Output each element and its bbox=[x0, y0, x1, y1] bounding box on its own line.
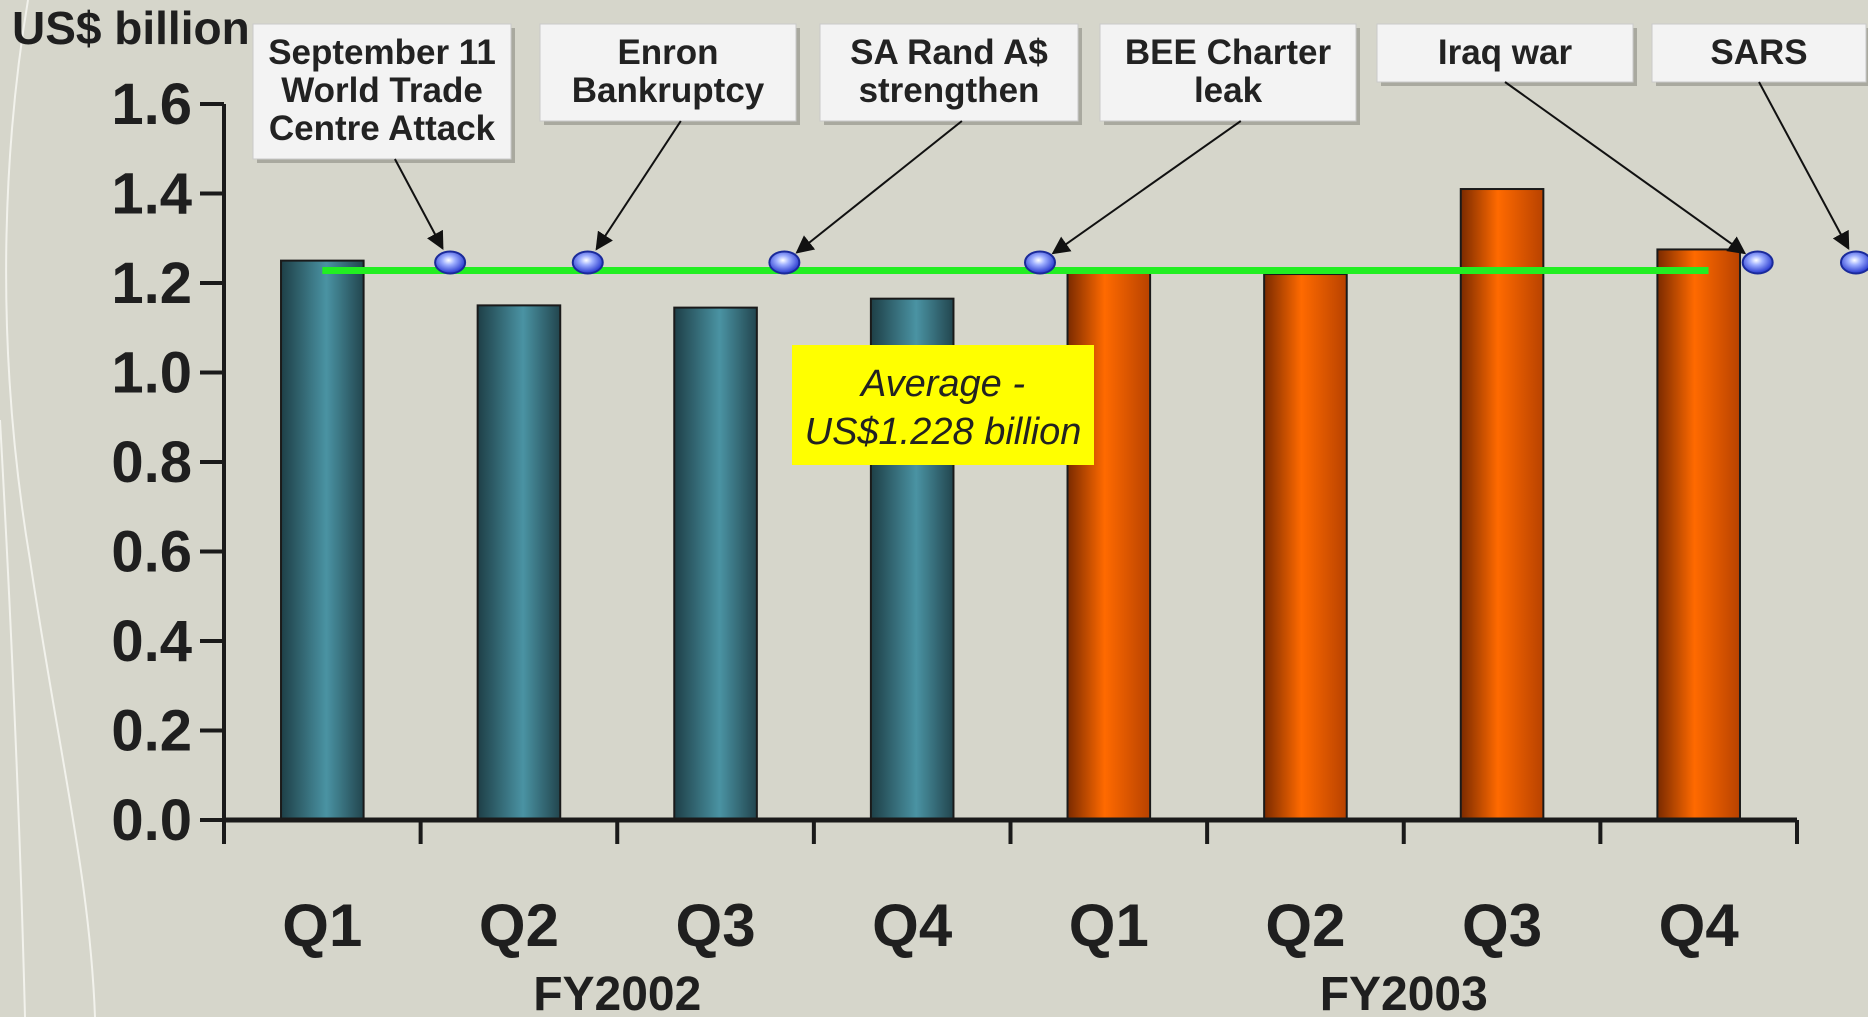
category-label: Q1 bbox=[282, 892, 362, 959]
callout-arrow bbox=[795, 120, 963, 254]
category-label: Q4 bbox=[872, 892, 953, 959]
bar-3 bbox=[673, 306, 758, 821]
category-label: Q1 bbox=[1069, 892, 1149, 959]
background-curve bbox=[5, 0, 96, 1017]
group-label: FY2003 bbox=[1320, 968, 1488, 1017]
category-label: Q4 bbox=[1659, 892, 1740, 959]
bar-7 bbox=[1459, 188, 1545, 821]
callout-text: SARS bbox=[1710, 33, 1807, 72]
callout-text: BEE Charter bbox=[1125, 33, 1332, 72]
x-axis: Q1 Q2 Q3 Q4 Q1 Q2 Q3 Q4 FY2002 FY2003 bbox=[222, 817, 1799, 1017]
callout-box bbox=[1651, 23, 1867, 83]
average-label: Average - US$1.228 billion bbox=[792, 345, 1094, 465]
average-label-text: Average - bbox=[859, 363, 1025, 405]
callout-arrow bbox=[1758, 81, 1850, 250]
event-marker bbox=[1023, 250, 1056, 275]
callout-arrow bbox=[595, 120, 682, 251]
group-label: FY2002 bbox=[533, 968, 701, 1017]
background-curve-2 bbox=[0, 419, 26, 1017]
callout-text: Enron bbox=[617, 33, 718, 72]
bar-2 bbox=[476, 304, 562, 821]
callout-arrow bbox=[394, 158, 444, 250]
event-marker bbox=[434, 250, 467, 275]
event-marker bbox=[1741, 250, 1774, 275]
category-label: Q2 bbox=[1265, 892, 1345, 959]
callout-3: SA Rand A$strengthen bbox=[768, 23, 1082, 275]
y-axis-label: US$ billion bbox=[12, 2, 250, 54]
average-label-text: US$1.228 billion bbox=[805, 411, 1082, 453]
callout-text: SA Rand A$ bbox=[850, 33, 1048, 72]
category-label: Q3 bbox=[676, 892, 756, 959]
average-label-box bbox=[792, 345, 1094, 465]
callout-box bbox=[252, 23, 512, 160]
callout-text: leak bbox=[1194, 71, 1263, 110]
callout-box bbox=[1376, 23, 1634, 83]
event-marker bbox=[768, 250, 801, 275]
callout-text: Bankruptcy bbox=[572, 71, 765, 110]
y-axis: 0.0 0.2 0.4 0.6 0.8 1.0 1.2 1.4 1.6 bbox=[111, 72, 226, 853]
callout-5: Iraq war bbox=[1376, 23, 1774, 275]
category-label: Q2 bbox=[479, 892, 559, 959]
y-tick-label: 1.4 bbox=[111, 162, 192, 227]
y-tick-label: 0.8 bbox=[111, 430, 192, 495]
category-label: Q3 bbox=[1462, 892, 1542, 959]
y-tick-label: 1.6 bbox=[111, 72, 192, 137]
bar-6 bbox=[1263, 273, 1348, 821]
callout-6: SARS bbox=[1651, 23, 1868, 275]
callout-arrow bbox=[1051, 120, 1242, 255]
y-tick-label: 0.4 bbox=[111, 609, 192, 674]
y-tick-label: 0.0 bbox=[111, 788, 192, 853]
bar-8 bbox=[1656, 248, 1741, 821]
y-tick-label: 1.2 bbox=[111, 251, 192, 316]
callout-box bbox=[539, 23, 797, 122]
callout-text: September 11 bbox=[268, 33, 496, 72]
callout-arrow bbox=[1504, 81, 1747, 255]
y-tick-label: 0.2 bbox=[111, 699, 192, 764]
callout-text: strengthen bbox=[859, 71, 1040, 110]
callout-text: Iraq war bbox=[1438, 33, 1573, 72]
callout-text: World Trade bbox=[281, 71, 483, 110]
callout-box bbox=[1099, 23, 1357, 122]
callout-text: Centre Attack bbox=[269, 109, 496, 148]
bars bbox=[280, 188, 1741, 822]
y-tick-label: 1.0 bbox=[111, 341, 192, 406]
event-marker bbox=[1839, 250, 1868, 275]
event-marker bbox=[571, 250, 604, 275]
y-tick-label: 0.6 bbox=[111, 520, 192, 585]
callout-box bbox=[819, 23, 1079, 122]
bar-1 bbox=[280, 259, 365, 821]
